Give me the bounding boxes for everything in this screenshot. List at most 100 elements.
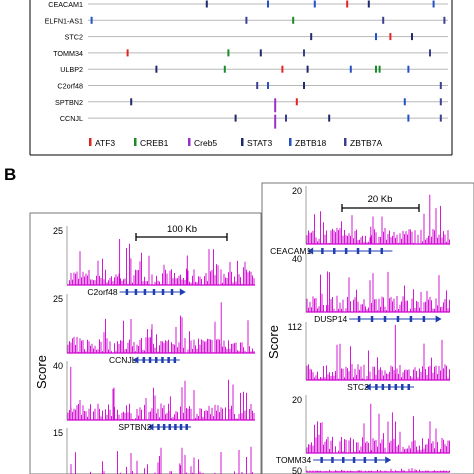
motif-mark	[245, 16, 248, 24]
legend-swatch	[289, 138, 292, 146]
legend-swatch	[134, 138, 137, 146]
exon-block	[368, 248, 372, 254]
legend-label: ZBTB7A	[350, 138, 382, 148]
legend-swatch	[344, 138, 347, 146]
gene-label: TOMM34	[53, 49, 83, 58]
motif-mark	[155, 65, 158, 73]
motif-mark	[439, 98, 442, 106]
gene-name: CEACAM1	[270, 246, 311, 256]
exon-block	[152, 289, 156, 295]
track-max-score: 15	[53, 428, 63, 438]
exon-block	[162, 424, 166, 430]
motif-mark	[281, 65, 284, 73]
motif-mark	[310, 33, 313, 41]
signal-peaks	[306, 194, 450, 244]
motif-mark	[306, 65, 309, 73]
motif-mark	[346, 0, 349, 8]
motif-mark	[267, 0, 269, 8]
track-max-score: 50	[292, 466, 302, 474]
strand-arrow	[147, 423, 154, 431]
exon-block	[170, 289, 174, 295]
motif-mark	[274, 98, 277, 113]
exon-block	[383, 316, 387, 322]
motif-mark	[205, 0, 208, 8]
gene-name: C2orf48	[87, 287, 118, 297]
right-scale-bar-label: 20 Kb	[368, 194, 393, 205]
strand-arrow	[385, 456, 392, 464]
signal-peaks	[306, 468, 450, 472]
legend-swatch	[188, 138, 191, 146]
track-max-score: 25	[53, 226, 63, 236]
exon-block	[168, 424, 172, 430]
exon-block	[388, 384, 391, 390]
exon-block	[143, 289, 147, 295]
panel-b-label: B	[4, 165, 16, 184]
motif-mark	[130, 98, 133, 106]
exon-block	[370, 316, 374, 322]
motif-mark	[90, 16, 93, 24]
score-track: 15	[53, 428, 253, 474]
exon-block	[185, 424, 188, 430]
legend-label: STAT3	[247, 138, 272, 148]
exon-block	[161, 289, 165, 295]
panel-b-left-frame	[29, 212, 262, 474]
exon-block	[381, 384, 385, 390]
exon-block	[401, 384, 404, 390]
exon-block	[333, 248, 336, 254]
gene-label: CEACAM1	[48, 0, 83, 9]
legend-swatch	[241, 138, 244, 146]
strand-arrow	[307, 247, 314, 255]
legend-label: ZBTB18	[295, 138, 326, 148]
gene-name: STC2	[347, 382, 369, 392]
motif-mark	[375, 65, 377, 73]
motif-mark	[227, 49, 230, 57]
signal-peaks	[67, 366, 255, 420]
panel-b-right-frame	[261, 182, 474, 474]
exon-block	[344, 248, 348, 254]
exon-block	[422, 316, 426, 322]
score-track: 40 DUSP14	[292, 254, 450, 324]
panel-b-left: Score 100 Kb 25 C2orf48 25 CCNJL 40 SPTBN2 15	[29, 212, 262, 474]
motif-mark	[432, 0, 435, 8]
gene-label: SPTBN2	[55, 98, 83, 107]
score-track: 40 SPTBN2	[53, 361, 255, 432]
gene-name: TOMM34	[276, 455, 312, 465]
exon-block	[331, 457, 334, 463]
motif-mark	[389, 33, 392, 41]
exon-block	[148, 357, 152, 363]
left-tracks: 25 C2orf48 25 CCNJL 40 SPTBN2 15	[53, 226, 255, 474]
exon-block	[167, 357, 170, 363]
exon-block	[394, 384, 398, 390]
gene-name: DUSP14	[314, 314, 347, 324]
exon-block	[161, 357, 164, 363]
exon-block	[374, 457, 377, 463]
exon-block	[375, 384, 378, 390]
legend-label: Creb5	[194, 138, 217, 148]
exon-block	[157, 424, 160, 430]
track-max-score: 20	[292, 186, 302, 196]
motif-mark	[429, 49, 431, 57]
motif-mark	[443, 16, 446, 24]
exon-block	[380, 248, 384, 254]
track-max-score: 40	[53, 361, 63, 371]
score-track: 25 C2orf48	[53, 226, 255, 297]
left-score-axis-label: Score	[34, 355, 49, 389]
motif-mark	[256, 82, 259, 89]
legend-label: ATF3	[95, 138, 115, 148]
exon-block	[142, 357, 146, 363]
gene-label: STC2	[65, 33, 83, 42]
track-max-score: 20	[292, 395, 302, 405]
motif-mark	[328, 114, 331, 122]
exon-block	[409, 316, 413, 322]
motif-mark	[285, 114, 287, 122]
score-track: 20 CEACAM1	[270, 186, 450, 256]
exon-block	[179, 424, 183, 430]
gene-rows: CEACAM1 ELFN1-AS1 STC2 TOMM34 ULBP2 C2orf48 SP…	[45, 0, 448, 129]
track-max-score: 25	[53, 294, 63, 304]
gene-name: CCNJL	[109, 355, 137, 365]
motif-mark	[378, 65, 381, 73]
signal-peaks	[70, 446, 253, 474]
signal-peaks	[306, 271, 450, 312]
